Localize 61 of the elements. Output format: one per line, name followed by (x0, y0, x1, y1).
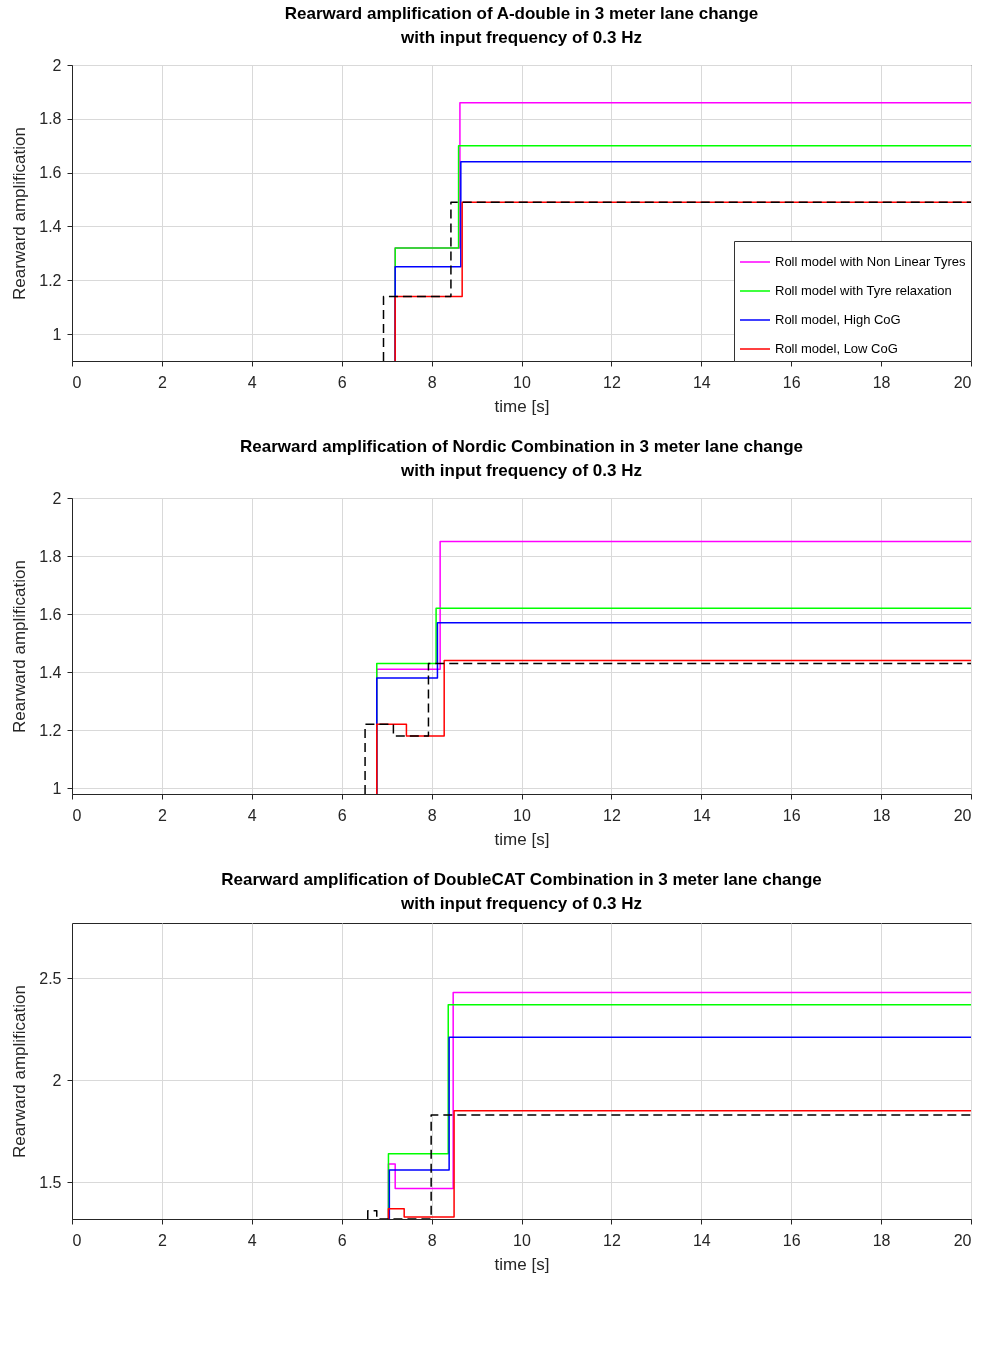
x-tick-label: 20 (953, 373, 972, 391)
y-tick-label: 1.6 (39, 164, 62, 182)
y-tick-label: 1.6 (39, 605, 62, 623)
legend-label: Roll model, High CoG (775, 312, 901, 327)
x-axis-title: time [s] (494, 829, 550, 849)
y-tick-label: 1.4 (39, 217, 62, 235)
x-tick-label: 2 (157, 373, 167, 391)
x-tick-label: 6 (337, 806, 347, 824)
y-tick-label: 1 (52, 325, 62, 343)
x-axis-title: time [s] (494, 396, 550, 416)
y-axis-title: Rearward amplification (10, 127, 30, 300)
x-tick-label: 18 (872, 806, 891, 824)
legend-label: Roll model with Non Linear Tyres (775, 254, 967, 269)
x-tick-label: 8 (427, 1231, 437, 1249)
x-tick-label: 0 (72, 806, 82, 824)
x-tick-label: 4 (247, 373, 257, 391)
y-tick-label: 1.8 (39, 110, 62, 128)
x-tick-label: 6 (337, 373, 347, 391)
x-tick-label: 8 (427, 806, 437, 824)
legend-label: Roll model, Low CoG (775, 341, 898, 356)
y-tick-label: 1.2 (39, 271, 62, 289)
x-tick-label: 14 (692, 806, 711, 824)
x-tick-label: 4 (247, 1231, 257, 1249)
x-tick-label: 18 (872, 373, 891, 391)
y-tick-label: 1.4 (39, 663, 62, 681)
x-tick-label: 6 (337, 1231, 347, 1249)
y-tick-label: 1.5 (39, 1173, 62, 1191)
chart-title: Rearward amplification of Nordic Combination in 3 meter lane change with input frequency of 0.3 Hz (240, 437, 803, 480)
x-tick-label: 14 (692, 373, 711, 391)
x-tick-label: 4 (247, 806, 257, 824)
x-tick-label: 14 (692, 1231, 711, 1249)
y-tick-label: 1.8 (39, 547, 62, 565)
legend-label: Roll model with Tyre relaxation (775, 283, 952, 298)
x-tick-label: 10 (513, 1231, 531, 1249)
y-tick-label: 1.2 (39, 721, 62, 739)
x-tick-label: 18 (872, 1231, 891, 1249)
x-tick-label: 2 (157, 1231, 167, 1249)
x-tick-label: 2 (157, 806, 167, 824)
x-tick-label: 0 (72, 1231, 82, 1249)
x-tick-label: 8 (427, 373, 437, 391)
x-axis-title: time [s] (494, 1254, 550, 1274)
chart-title: Rearward amplification of A-double in 3 meter lane change with input frequency of 0.3 Hz (284, 4, 759, 47)
x-tick-label: 16 (782, 806, 801, 824)
x-tick-label: 10 (513, 373, 531, 391)
x-tick-label: 10 (513, 806, 531, 824)
x-tick-label: 0 (72, 373, 82, 391)
y-tick-label: 2 (52, 1071, 62, 1089)
y-tick-label: 1 (52, 779, 62, 797)
x-tick-label: 12 (603, 1231, 621, 1249)
y-tick-label: 2 (52, 56, 62, 74)
chart-title: Rearward amplification of DoubleCAT Combination in 3 meter lane change with input frequency of 0.3 Hz (221, 870, 822, 913)
x-tick-label: 16 (782, 373, 801, 391)
y-tick-label: 2 (52, 489, 62, 507)
x-tick-label: 12 (603, 373, 621, 391)
x-tick-label: 16 (782, 1231, 801, 1249)
x-tick-label: 20 (953, 806, 972, 824)
y-axis-title: Rearward amplification (10, 985, 30, 1158)
y-tick-label: 2.5 (39, 969, 62, 987)
y-axis-title: Rearward amplification (10, 560, 30, 733)
x-tick-label: 20 (953, 1231, 972, 1249)
x-tick-label: 12 (603, 806, 621, 824)
